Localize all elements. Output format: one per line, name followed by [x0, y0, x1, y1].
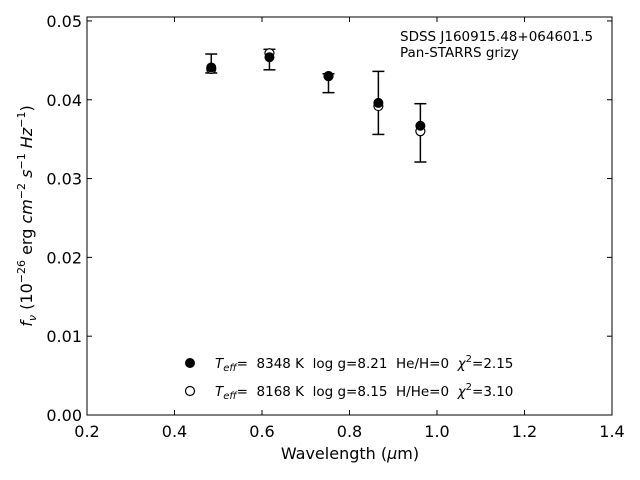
y-tick-label: 0.03	[46, 170, 82, 189]
y-tick-label: 0.02	[46, 248, 82, 267]
model-point-filled	[373, 97, 384, 108]
x-tick-label: 0.2	[74, 422, 99, 441]
x-tick-label: 0.8	[337, 422, 362, 441]
annotation-line-1: SDSS J160915.48+064601.5	[400, 29, 593, 45]
legend-marker-filled	[185, 358, 195, 368]
legend: Teff= 8348 K log g=8.21 He/H=0 χ2=2.15 T…	[184, 354, 513, 402]
y-tick-label: 0.00	[46, 406, 82, 425]
model-point-filled	[323, 71, 334, 82]
x-tick-label: 1.2	[512, 422, 537, 441]
model-point-filled	[415, 120, 426, 131]
model-point-filled	[206, 62, 217, 73]
y-tick-label: 0.01	[46, 327, 82, 346]
y-tick-label: 0.05	[46, 12, 82, 31]
legend-label-1: Teff= 8348 K log g=8.21 He/H=0 χ2=2.15	[215, 354, 513, 374]
y-axis-label: fν (10−26 erg cm−2 s−1 Hz−1)	[15, 105, 39, 326]
x-axis-label: Wavelength (μm)	[281, 444, 419, 463]
model-point-filled	[264, 52, 275, 63]
annotation-line-2: Pan-STARRS grizy	[400, 45, 519, 61]
x-tick-label: 1.0	[424, 422, 449, 441]
legend-marker-open	[184, 385, 196, 397]
x-tick-label: 1.4	[599, 422, 624, 441]
x-tick-label: 0.4	[162, 422, 187, 441]
legend-label-2: Teff= 8168 K log g=8.15 H/He=0 χ2=3.10	[215, 382, 513, 402]
x-tick-label: 0.6	[249, 422, 274, 441]
y-tick-label: 0.04	[46, 91, 82, 110]
